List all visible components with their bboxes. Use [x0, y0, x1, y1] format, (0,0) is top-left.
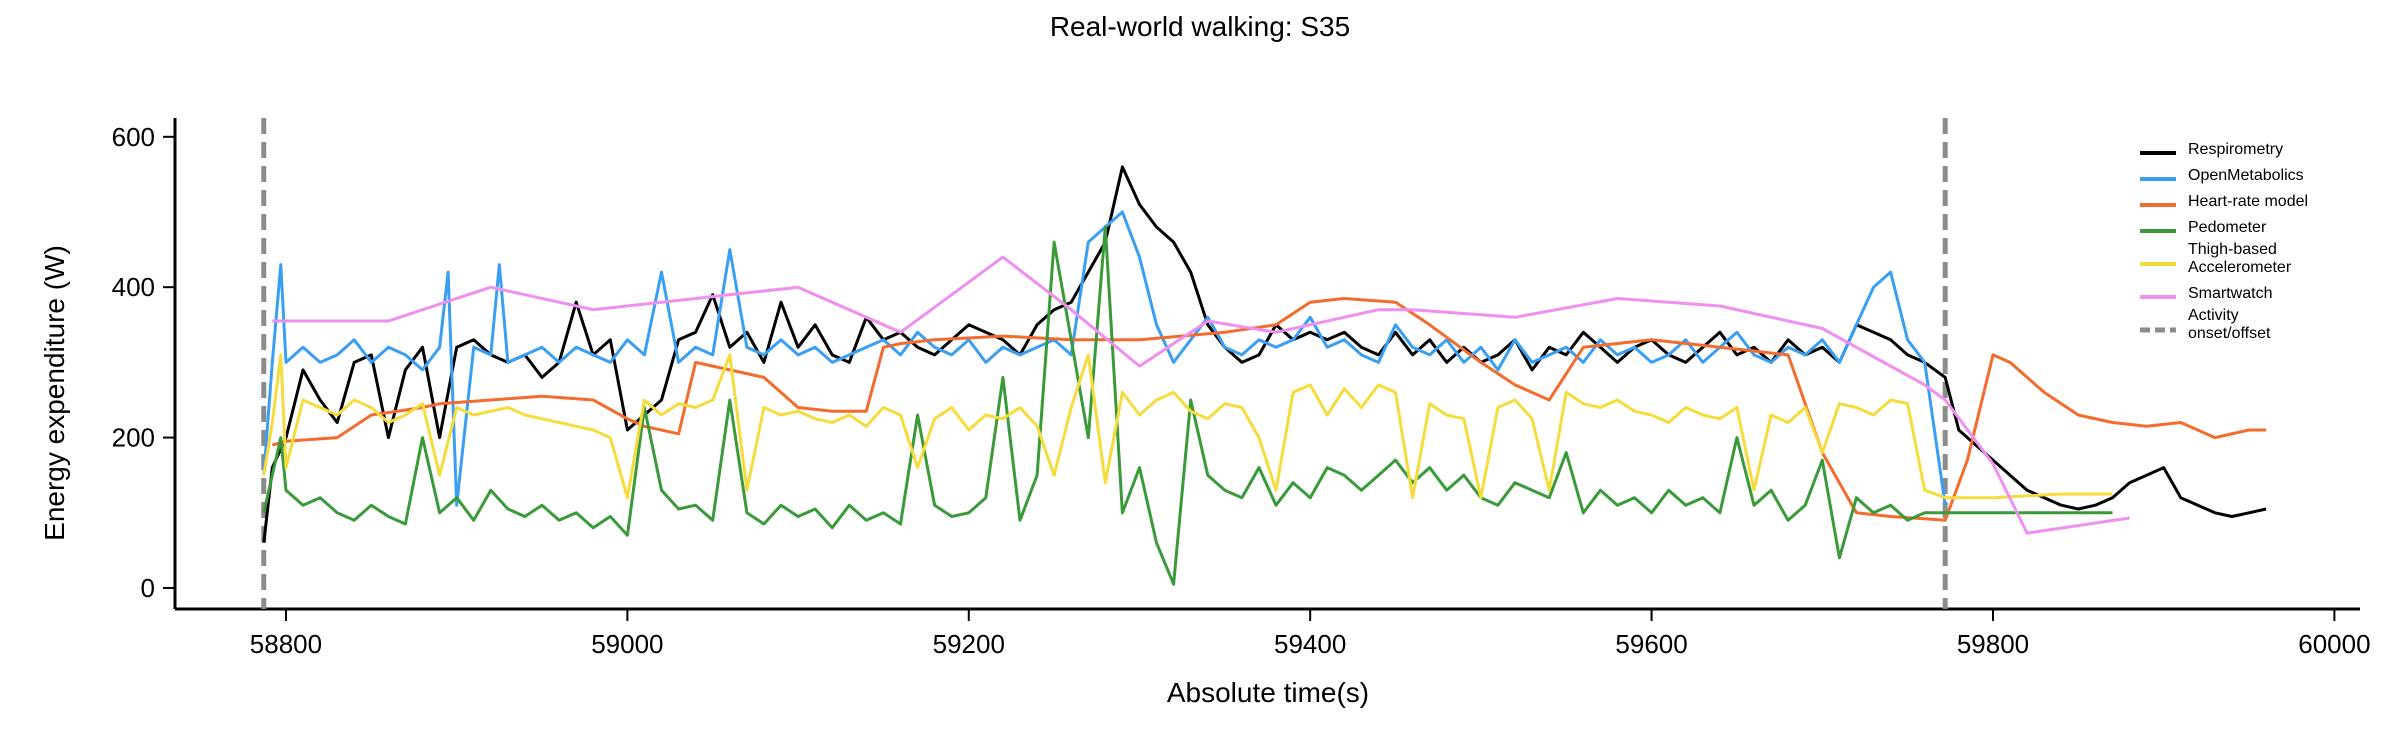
x-axis-label: Absolute time(s): [1167, 677, 1369, 708]
series-line-respirometry: [262, 165, 2267, 543]
x-tick-label: 59400: [1274, 629, 1346, 659]
activity-markers: [261, 118, 1948, 609]
series-line-thigh-based-accelerometer: [262, 353, 2113, 500]
series-line-openmetabolics: [262, 210, 1947, 507]
legend-label-thigh-based-accelerometer: Thigh-based Accelerometer: [2188, 241, 2292, 276]
axis-ticks: 58800 59000 59200 59400 59600 59800 60000 0 200 4…: [112, 122, 2371, 659]
y-axis-label: Energy expenditure (W): [39, 245, 70, 541]
legend-label-heart-rate-model: Heart-rate model: [2188, 193, 2308, 210]
y-tick-label: 600: [112, 122, 155, 152]
series-lines: [262, 165, 2267, 586]
x-tick-label: 60000: [2298, 629, 2370, 659]
legend-label-activity-onset-offset: Activity onset/offset: [2188, 307, 2271, 342]
y-tick-label: 200: [112, 423, 155, 453]
legend-label-pedometer: Pedometer: [2188, 219, 2267, 236]
chart-title: Real-world walking: S35: [1050, 11, 1350, 42]
series-line-pedometer: [262, 225, 2113, 586]
y-tick-label: 400: [112, 272, 155, 302]
series-line-smartwatch: [272, 255, 2130, 535]
legend-label-respirometry: Respirometry: [2188, 141, 2283, 158]
legend: Respirometry OpenMetabolics Heart-rate mod…: [2140, 141, 2308, 342]
x-tick-label: 59200: [933, 629, 1005, 659]
y-tick-label: 0: [141, 573, 155, 603]
x-tick-label: 58800: [250, 629, 322, 659]
series-line-heart-rate-model: [271, 297, 2267, 522]
x-tick-label: 59800: [1957, 629, 2029, 659]
x-tick-label: 59600: [1615, 629, 1687, 659]
legend-label-openmetabolics: OpenMetabolics: [2188, 167, 2304, 184]
x-tick-label: 59000: [591, 629, 663, 659]
legend-label-smartwatch: Smartwatch: [2188, 285, 2272, 302]
